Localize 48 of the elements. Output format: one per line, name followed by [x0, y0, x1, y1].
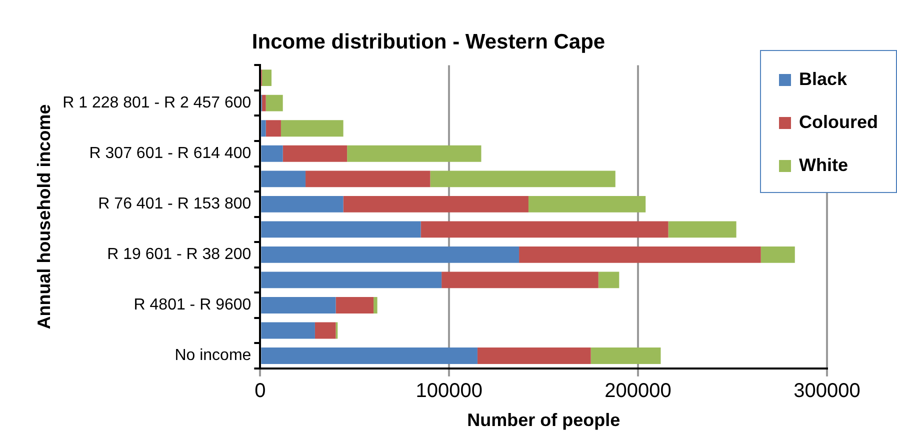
- bar: [261, 120, 266, 137]
- chart-title: Income distribution - Western Cape: [252, 30, 606, 54]
- bar: [598, 272, 620, 288]
- legend-label: White: [799, 155, 848, 176]
- bar: [668, 221, 736, 238]
- bar: [336, 297, 374, 314]
- bar: [314, 322, 336, 339]
- x-tick-label: 100000: [416, 380, 482, 402]
- bar: [528, 196, 646, 212]
- y-tick-label: R 307 601 - R 614 400: [89, 145, 252, 162]
- x-tick-label: 300000: [794, 380, 860, 402]
- bar: [347, 145, 482, 162]
- bar: [266, 120, 281, 137]
- y-tick-label: R 76 401 - R 153 800: [98, 196, 252, 213]
- bar: [374, 297, 378, 314]
- x-tick-label: 200000: [604, 380, 672, 402]
- bar: [261, 145, 283, 162]
- bar: [306, 170, 430, 188]
- bar: [261, 170, 306, 188]
- bar: [430, 170, 616, 188]
- bar: [282, 145, 348, 162]
- bar: [261, 272, 442, 288]
- bar: [261, 348, 478, 364]
- bar: [477, 348, 591, 364]
- bar: [261, 196, 344, 212]
- y-tick-label: R 1 228 801 - R 2 457 600: [62, 94, 252, 112]
- bar: [261, 322, 315, 339]
- bar: [266, 94, 283, 112]
- y-axis-title: Annual household income: [34, 104, 54, 330]
- y-tick-label: R 4801 - R 9600: [134, 296, 252, 314]
- bar: [442, 272, 598, 288]
- bar: [261, 246, 520, 263]
- bar: [590, 348, 661, 364]
- y-tick-label: R 19 601 - R 38 200: [107, 246, 252, 264]
- bar: [760, 246, 795, 263]
- bar: [261, 221, 421, 238]
- x-axis-title: Number of people: [467, 410, 620, 430]
- bar: [261, 297, 336, 314]
- bar: [262, 70, 272, 86]
- bar: [262, 94, 266, 112]
- legend-label: Coloured: [799, 112, 878, 133]
- bar: [280, 120, 344, 137]
- x-tick-label: 0: [254, 380, 266, 402]
- bar: [519, 246, 761, 263]
- bar: [343, 196, 528, 212]
- legend-label: Black: [799, 69, 848, 90]
- y-tick-label: No income: [174, 347, 252, 364]
- bar: [420, 221, 668, 238]
